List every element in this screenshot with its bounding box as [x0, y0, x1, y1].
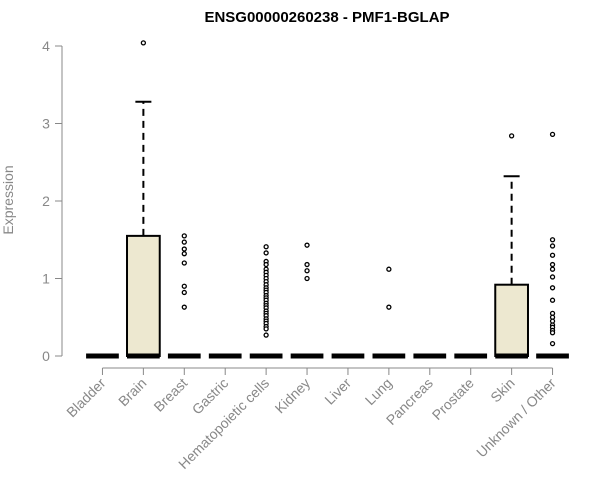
- boxes: [86, 40, 569, 359]
- outlier-point: [549, 131, 556, 138]
- box-breast: [167, 233, 201, 359]
- outlier-point: [263, 261, 269, 268]
- outlier-point: [549, 261, 556, 268]
- x-tick-label: Brain: [115, 375, 149, 409]
- box-hematopoietic-cells: [249, 244, 283, 359]
- outlier-point: [549, 252, 556, 258]
- outlier-point: [304, 268, 310, 274]
- outlier-point: [549, 274, 556, 280]
- outlier-point: [181, 283, 187, 289]
- y-tick-label: 0: [42, 348, 50, 364]
- x-tick-label: Liver: [321, 375, 354, 408]
- outlier-point: [263, 332, 269, 338]
- y-tick-label: 2: [42, 193, 50, 209]
- x-tick-label: Prostate: [429, 375, 477, 423]
- outlier-point: [181, 246, 187, 252]
- x-tick-label: Breast: [150, 375, 190, 415]
- outlier-point: [181, 251, 187, 257]
- x-tick-label: Lung: [362, 375, 395, 408]
- outlier-point: [181, 260, 187, 266]
- x-tick-label: Kidney: [272, 375, 314, 417]
- outlier-point: [549, 237, 556, 243]
- outlier-point: [263, 244, 269, 250]
- box-brain: [126, 40, 161, 359]
- outlier-point: [549, 243, 556, 249]
- outlier-point: [549, 330, 556, 336]
- box-kidney: [290, 242, 324, 359]
- outlier-point: [263, 326, 269, 332]
- y-axis-label: Expression: [0, 165, 16, 234]
- outlier-point: [549, 285, 556, 291]
- box-lung: [372, 266, 406, 359]
- outlier-point: [181, 289, 187, 296]
- box-rect: [494, 283, 529, 358]
- outlier-point: [263, 250, 269, 256]
- outlier-point: [386, 266, 392, 272]
- outlier-point: [304, 242, 310, 248]
- outlier-point: [549, 340, 556, 347]
- outlier-point: [386, 304, 392, 310]
- y-tick-label: 3: [42, 116, 50, 132]
- outlier-point: [140, 40, 147, 46]
- outlier-point: [549, 266, 556, 272]
- box-unknown-other: [536, 131, 569, 359]
- outlier-point: [181, 233, 187, 239]
- box-skin: [494, 133, 529, 359]
- y-axis: 0 1 2 3 4: [42, 38, 63, 364]
- outlier-point: [549, 297, 556, 303]
- y-tick-label: 4: [42, 38, 50, 54]
- outlier-point: [181, 239, 187, 245]
- outlier-point: [304, 275, 310, 282]
- outlier-point: [304, 261, 310, 268]
- outlier-point: [508, 133, 515, 139]
- outlier-point: [181, 304, 187, 310]
- x-tick-label: Bladder: [63, 375, 109, 421]
- x-tick-label: Skin: [487, 375, 518, 406]
- box-rect: [126, 234, 161, 357]
- chart-title: ENSG00000260238 - PMF1-BGLAP: [204, 9, 449, 26]
- y-tick-label: 1: [42, 271, 50, 287]
